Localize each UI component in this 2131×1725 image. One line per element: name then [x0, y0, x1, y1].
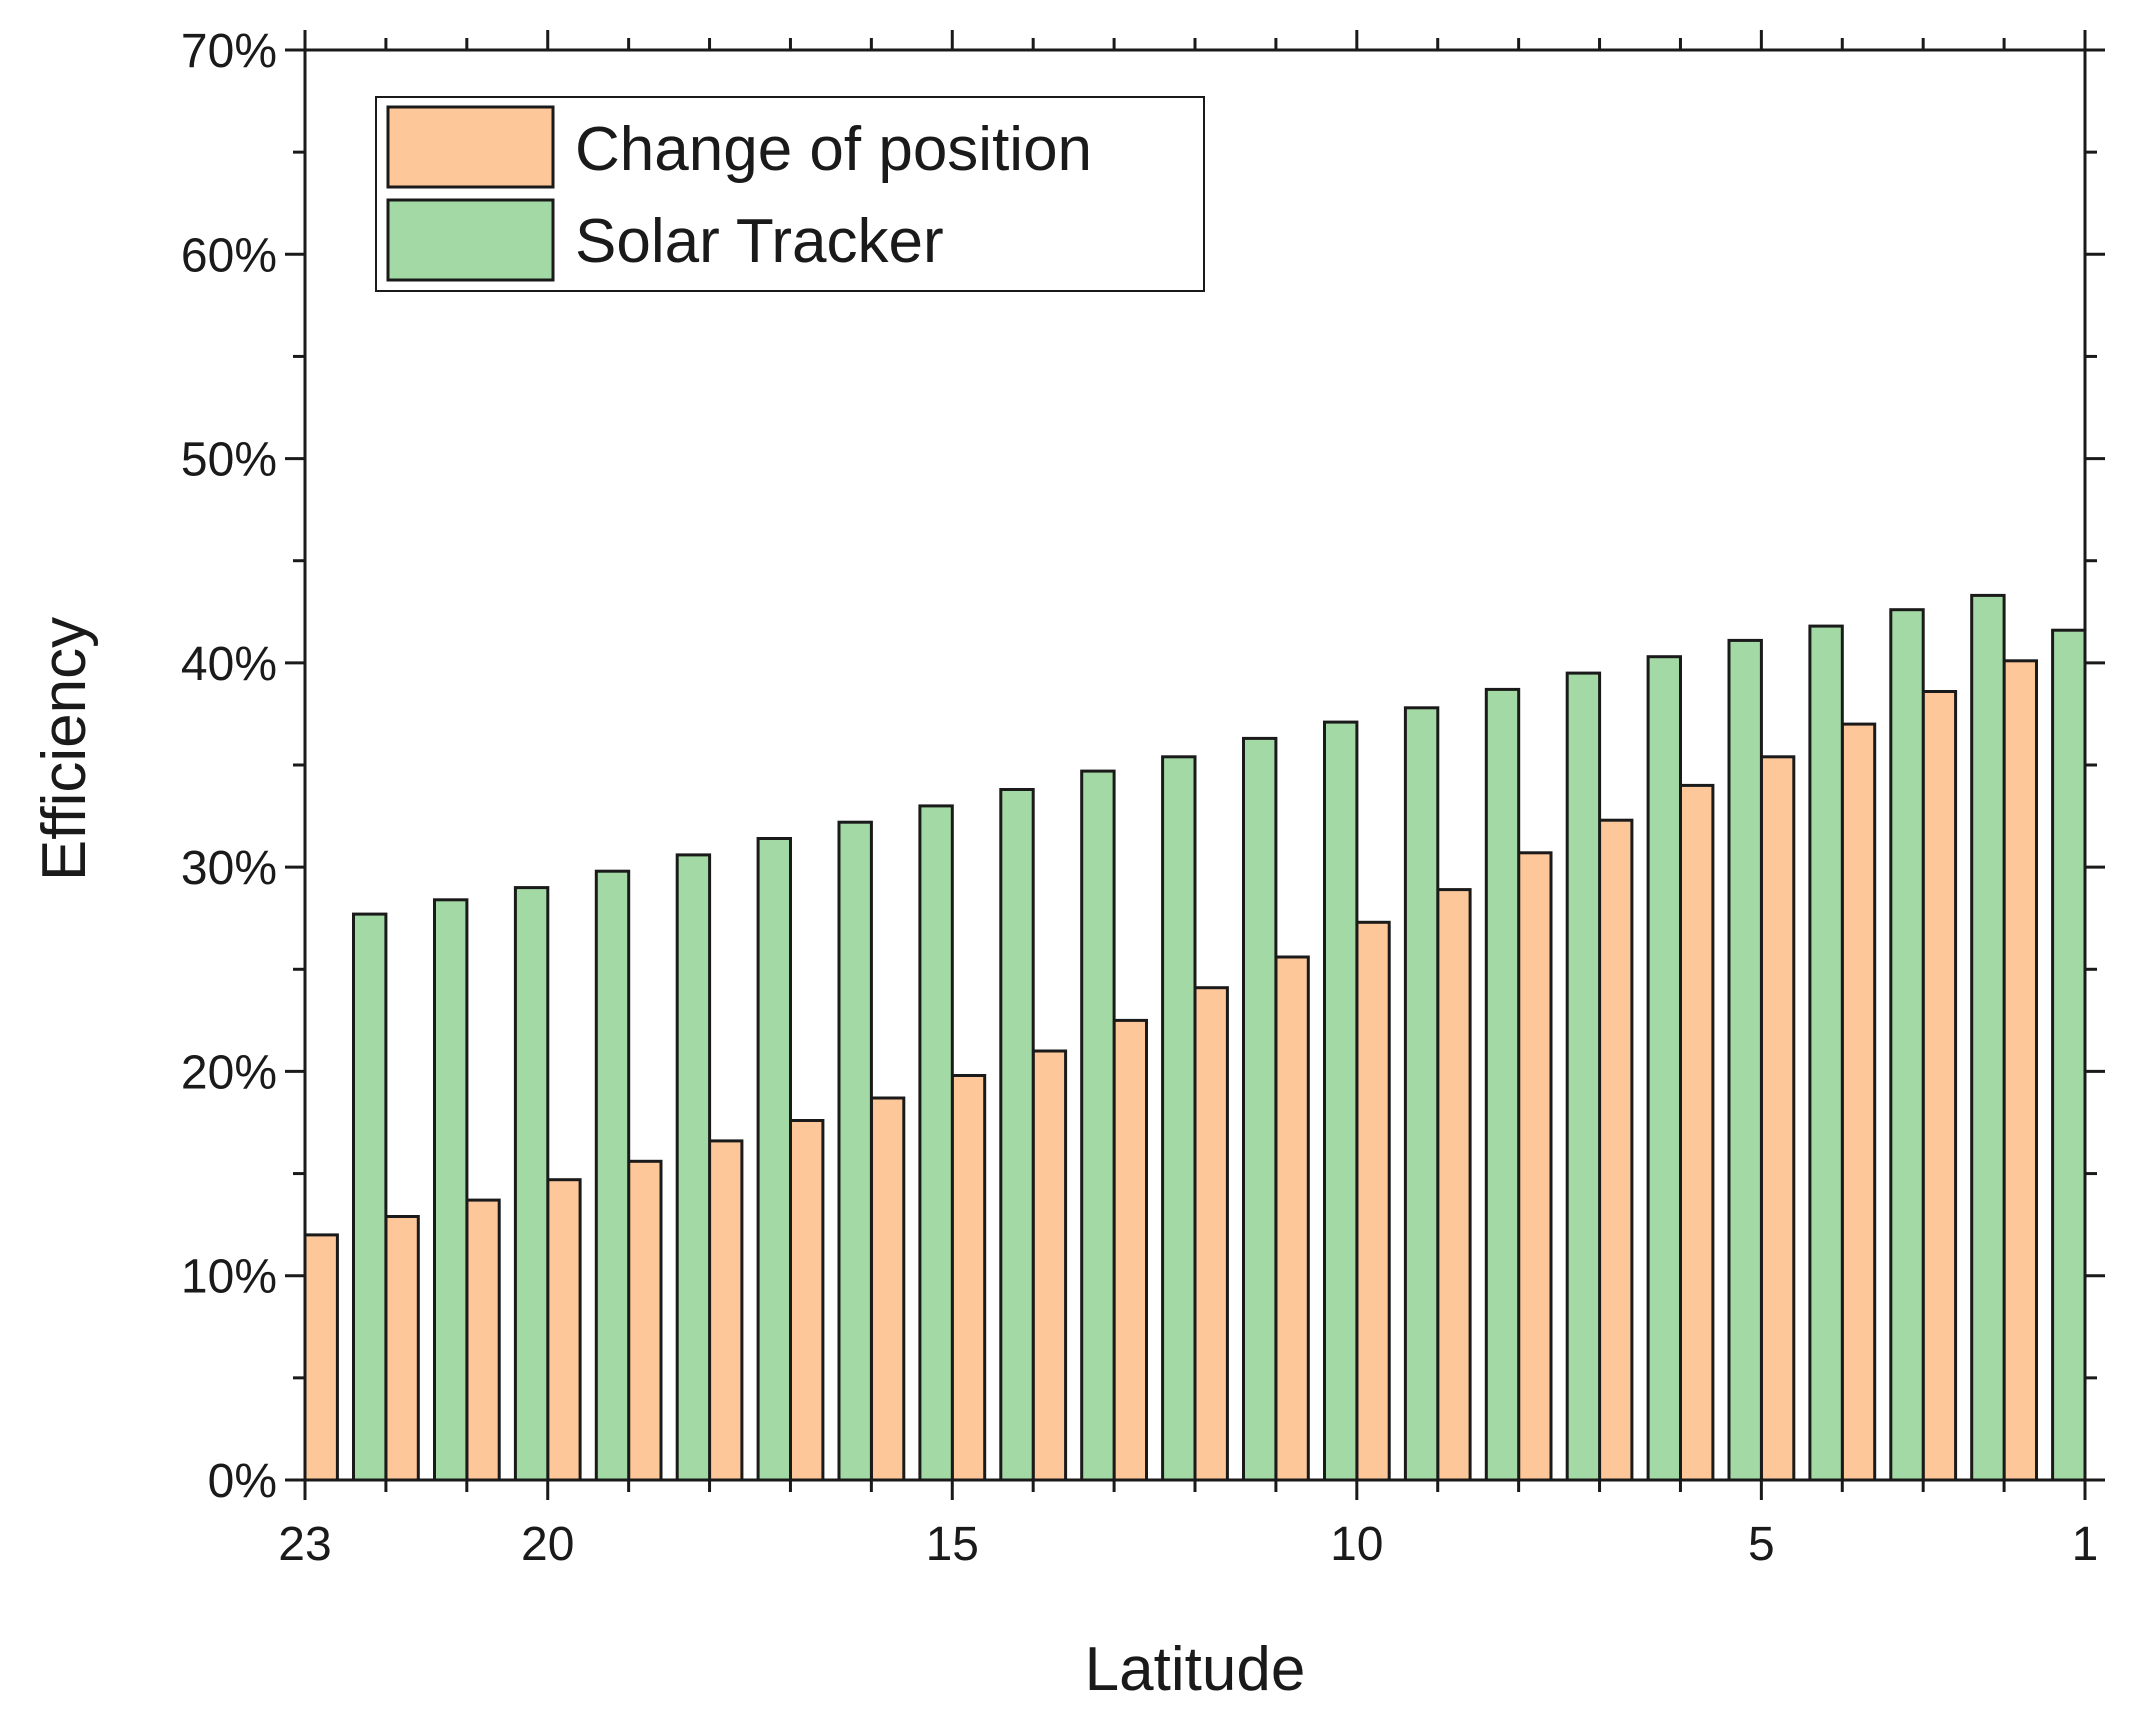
bar-change-of-position-lat-17	[789, 1119, 825, 1482]
axes-layer: 0% 10% 20% 30% 40% 50% 60% 70% 23 20 15 10 5 1	[181, 25, 2105, 1571]
bar-solar-tracker-lat-15	[918, 804, 954, 1482]
bar-change-of-position-lat-3	[1921, 690, 1958, 1482]
bar-change-of-position-lat-15	[950, 1074, 987, 1482]
bar-solar-tracker-lat-6	[1646, 655, 1682, 1482]
y-tick-label: 40%	[181, 638, 277, 691]
bar-solar-tracker-lat-20	[513, 886, 550, 1482]
x-tick-label: 23	[278, 1518, 331, 1571]
legend-swatch-change-of-position	[386, 105, 555, 189]
bar-change-of-position-lat-20	[546, 1178, 582, 1482]
bar-solar-tracker-lat-9	[1403, 706, 1440, 1482]
bar-change-of-position-lat-7	[1598, 818, 1634, 1482]
bar-change-of-position-lat-9	[1436, 888, 1472, 1482]
bar-solar-tracker-lat-10	[1323, 720, 1359, 1482]
bar-solar-tracker-lat-13	[1080, 769, 1116, 1482]
bar-change-of-position-lat-23	[303, 1233, 339, 1482]
legend: Change of position Solar Tracker	[375, 96, 1205, 292]
bar-change-of-position-lat-12	[1193, 986, 1229, 1482]
legend-swatch-solar-tracker	[386, 198, 555, 282]
bar-solar-tracker-lat-8	[1484, 687, 1521, 1482]
legend-label-change-of-position: Change of position	[575, 115, 1092, 184]
x-tick-label: 10	[1330, 1518, 1383, 1571]
bar-solar-tracker-lat-4	[1808, 624, 1844, 1482]
bar-solar-tracker-lat-21	[433, 898, 469, 1482]
bar-change-of-position-lat-5	[1759, 755, 1796, 1482]
bar-change-of-position-lat-8	[1517, 851, 1553, 1482]
bar-change-of-position-lat-6	[1679, 783, 1715, 1482]
bar-solar-tracker-lat-1	[2051, 628, 2087, 1482]
y-tick-label: 0%	[208, 1455, 277, 1508]
bar-solar-tracker-lat-5	[1727, 638, 1763, 1482]
y-tick-label: 50%	[181, 434, 277, 487]
bar-solar-tracker-lat-16	[837, 820, 873, 1482]
bar-solar-tracker-lat-11	[1242, 736, 1278, 1482]
bar-solar-tracker-lat-2	[1970, 593, 2006, 1482]
y-axis-title: Efficiency	[30, 617, 99, 881]
bar-solar-tracker-lat-22	[352, 912, 388, 1482]
bar-change-of-position-lat-13	[1112, 1018, 1148, 1482]
bar-change-of-position-lat-11	[1274, 955, 1310, 1482]
y-tick-label: 30%	[181, 842, 277, 895]
x-tick-label: 15	[926, 1518, 979, 1571]
bar-solar-tracker-lat-17	[756, 837, 792, 1482]
bar-solar-tracker-lat-14	[999, 788, 1035, 1482]
bar-change-of-position-lat-21	[465, 1198, 501, 1482]
y-tick-label: 60%	[181, 229, 277, 282]
bar-change-of-position-lat-10	[1355, 920, 1391, 1482]
bar-change-of-position-lat-16	[869, 1096, 906, 1482]
x-tick-label: 20	[521, 1518, 574, 1571]
y-tick-label: 20%	[181, 1046, 277, 1099]
bar-change-of-position-lat-18	[708, 1139, 744, 1482]
bar-change-of-position-lat-4	[1840, 722, 1877, 1482]
bar-solar-tracker-lat-19	[594, 869, 631, 1482]
bar-solar-tracker-lat-7	[1565, 671, 1602, 1482]
bar-solar-tracker-lat-12	[1161, 755, 1197, 1482]
bars-layer	[303, 593, 2087, 1482]
y-tick-label: 10%	[181, 1251, 277, 1304]
x-tick-label: 1	[2072, 1518, 2099, 1571]
bar-change-of-position-lat-2	[2002, 659, 2038, 1482]
bar-solar-tracker-lat-3	[1889, 608, 1925, 1482]
bar-change-of-position-lat-22	[384, 1215, 420, 1482]
x-tick-label: 5	[1748, 1518, 1775, 1571]
bar-change-of-position-lat-14	[1031, 1049, 1068, 1482]
y-tick-label: 70%	[181, 25, 277, 78]
x-axis-title: Latitude	[1085, 1635, 1306, 1704]
bar-change-of-position-lat-19	[627, 1159, 663, 1482]
legend-label-solar-tracker: Solar Tracker	[575, 207, 944, 276]
bar-solar-tracker-lat-18	[675, 853, 712, 1482]
